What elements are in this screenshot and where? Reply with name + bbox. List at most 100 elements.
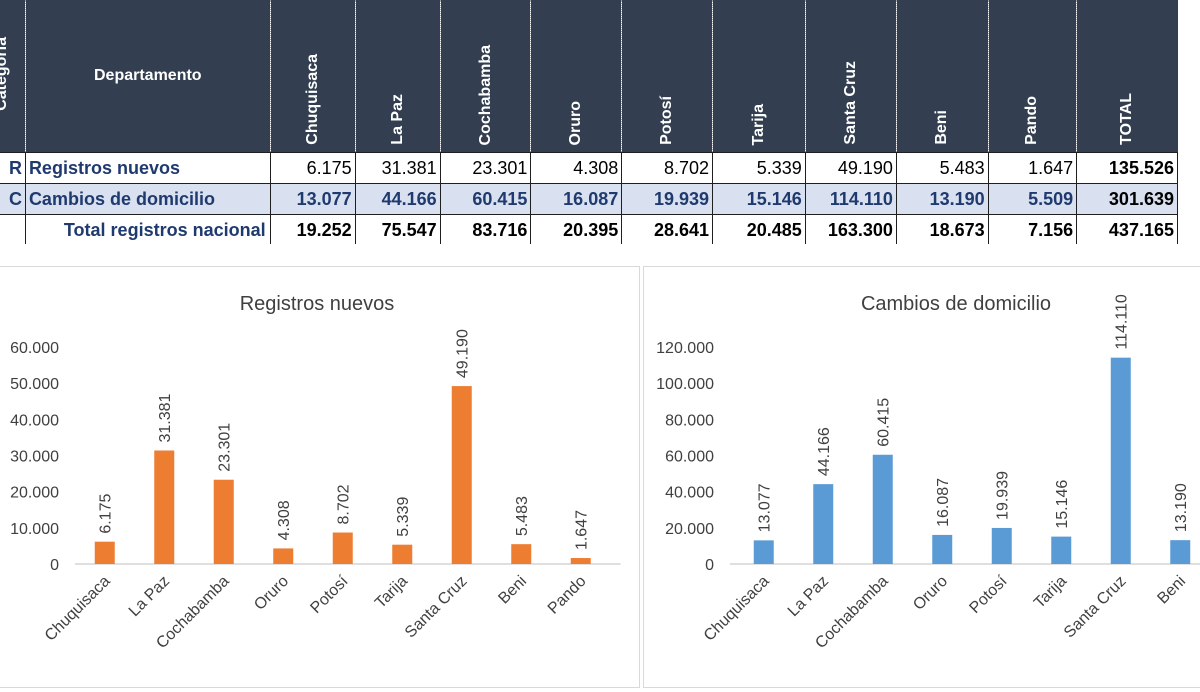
- header-col-la-paz: La Paz: [354, 0, 441, 153]
- chart-panel-cambios-domicilio: Cambios de domicilio 0 20.000 40.000 60.000 8…: [643, 266, 1200, 688]
- table-cell: 28.641: [621, 214, 714, 244]
- header-category-label: Categoría: [0, 36, 10, 111]
- y-tick-label: 120.000: [656, 340, 714, 357]
- chart-panel-registros-nuevos: Registros nuevos 0 10.000 20.000 30.000 40.00…: [0, 266, 640, 688]
- header-col-cochabamba: Cochabamba: [439, 0, 531, 153]
- chart-title: Registros nuevos: [240, 293, 395, 315]
- bar: [154, 450, 175, 564]
- row-code: R: [0, 152, 26, 184]
- bar: [1170, 540, 1191, 564]
- table-cell: 6.175: [269, 152, 356, 184]
- chart-registros-nuevos: Registros nuevos 0 10.000 20.000 30.000 40.00…: [10, 293, 621, 652]
- table-cell: 19.252: [269, 214, 356, 244]
- header-col-label: TOTAL: [1118, 93, 1136, 145]
- x-tick-label: Beni: [495, 573, 530, 608]
- table-cell-total: 301.639: [1076, 183, 1178, 215]
- bar: [392, 544, 413, 564]
- data-label: 5.339: [395, 497, 412, 537]
- header-department-label: Departamento: [93, 67, 202, 84]
- header-col-santa-cruz: Santa Cruz: [804, 0, 897, 153]
- y-tick-label: 10.000: [10, 521, 59, 538]
- x-tick-label: Santa Cruz: [1061, 573, 1130, 642]
- table-cell: 49.190: [804, 152, 897, 184]
- y-tick-label: 20.000: [665, 521, 714, 538]
- table-cell: 15.146: [712, 183, 806, 215]
- header-col-label: Pando: [1023, 96, 1041, 145]
- x-tick-label: La Paz: [126, 573, 173, 620]
- table-cell: 31.381: [354, 152, 441, 184]
- table-cell: 19.939: [621, 183, 714, 215]
- table-cell: 163.300: [804, 214, 897, 244]
- table-cell-total: 135.526: [1076, 152, 1178, 184]
- x-tick-label: Santa Cruz: [402, 573, 471, 642]
- table-row-cambios-domicilio: C Cambios de domicilio 13.077 44.166 60.…: [0, 183, 1178, 215]
- data-label: 16.087: [935, 478, 952, 527]
- data-label: 13.077: [757, 483, 774, 532]
- table-cell: 5.483: [895, 152, 989, 184]
- data-label: 13.190: [1173, 483, 1190, 532]
- header-department: Departamento: [24, 0, 271, 153]
- x-tick-label: Oruro: [251, 573, 292, 614]
- header-col-potosi: Potosí: [621, 0, 713, 153]
- data-label: 60.415: [876, 398, 893, 447]
- table-cell: 1.647: [987, 152, 1078, 184]
- bar: [213, 479, 234, 564]
- data-label: 5.483: [514, 496, 531, 536]
- table-cell: 16.087: [530, 183, 623, 215]
- bar: [1110, 357, 1131, 564]
- header-col-label: Oruro: [567, 100, 585, 145]
- row-name: Registros nuevos: [24, 152, 271, 184]
- header-col-label: Beni: [933, 110, 951, 145]
- y-tick-label: 20.000: [10, 485, 59, 502]
- table-cell: 23.301: [439, 152, 532, 184]
- row-name: Total registros nacional: [24, 214, 271, 244]
- data-label: 6.175: [98, 494, 115, 534]
- y-tick-label: 60.000: [10, 340, 59, 357]
- table-row-total-nacional: Total registros nacional 19.252 75.547 8…: [0, 214, 1178, 244]
- row-code: [0, 214, 26, 244]
- x-tick-label: Tarija: [1031, 573, 1070, 612]
- y-tick-label: 0: [50, 557, 59, 574]
- y-tick-label: 0: [705, 557, 714, 574]
- data-label: 1.647: [574, 510, 591, 550]
- table-row-registros-nuevos: R Registros nuevos 6.175 31.381 23.301 4…: [0, 152, 1178, 184]
- data-label: 4.308: [276, 500, 293, 540]
- data-label: 19.939: [995, 471, 1012, 520]
- bar: [94, 541, 115, 564]
- header-col-chuquisaca: Chuquisaca: [269, 0, 356, 153]
- data-label: 23.301: [217, 423, 234, 472]
- table-cell: 18.673: [895, 214, 989, 244]
- table-cell: 13.190: [895, 183, 989, 215]
- bar: [451, 386, 472, 564]
- table-cell-total: 437.165: [1076, 214, 1178, 244]
- y-tick-label: 100.000: [656, 376, 714, 393]
- data-label: 15.146: [1054, 480, 1071, 529]
- table-cell: 60.415: [439, 183, 532, 215]
- data-label: 49.190: [455, 329, 472, 378]
- x-tick-label: Oruro: [910, 573, 951, 614]
- y-tick-label: 60.000: [665, 449, 714, 466]
- table-cell: 20.485: [712, 214, 806, 244]
- bar: [872, 454, 893, 564]
- header-col-pando: Pando: [987, 0, 1077, 153]
- y-tick-label: 30.000: [10, 449, 59, 466]
- table-cell: 114.110: [804, 183, 897, 215]
- data-label: 8.702: [336, 484, 353, 524]
- table-header-row: Categoría Departamento Chuquisaca La Paz…: [0, 0, 1178, 153]
- x-tick-label: Pando: [545, 573, 590, 618]
- chart-cambios-domicilio: Cambios de domicilio 0 20.000 40.000 60.000 8…: [656, 293, 1200, 652]
- header-col-label: Santa Cruz: [841, 61, 859, 145]
- y-tick-label: 80.000: [665, 412, 714, 429]
- header-col-oruro: Oruro: [530, 0, 622, 153]
- x-tick-label: Tarija: [372, 573, 411, 612]
- table-cell: 44.166: [354, 183, 441, 215]
- table-cell: 7.156: [987, 214, 1078, 244]
- bar: [511, 544, 532, 564]
- header-col-total: TOTAL: [1076, 0, 1178, 153]
- header-col-beni: Beni: [895, 0, 989, 153]
- registration-table-area: Categoría Departamento Chuquisaca La Paz…: [0, 0, 1200, 244]
- row-name: Cambios de domicilio: [24, 183, 271, 215]
- table-cell: 8.702: [621, 152, 714, 184]
- bar: [753, 540, 774, 564]
- x-tick-label: Potosí: [966, 572, 1010, 616]
